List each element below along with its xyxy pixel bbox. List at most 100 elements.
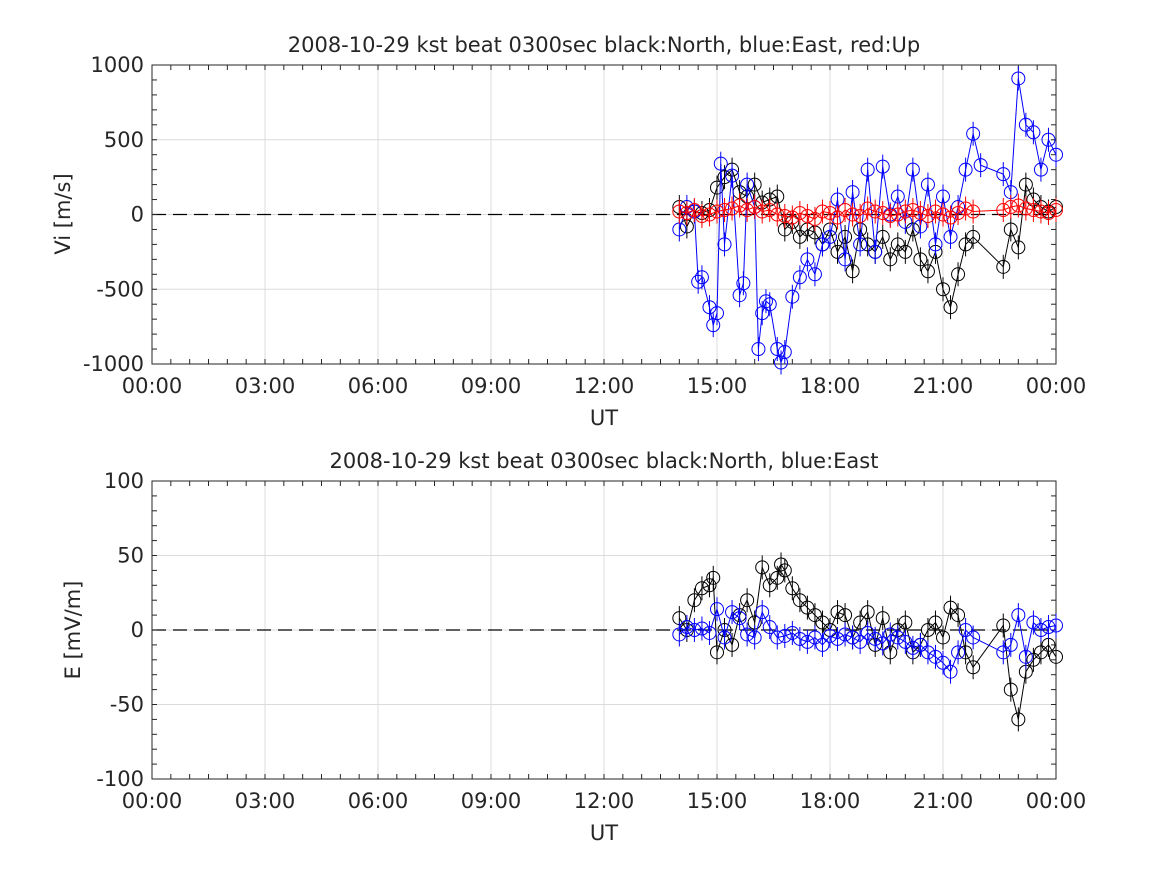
x-tick-label: 15:00 (687, 789, 748, 813)
data-point (710, 306, 724, 321)
data-point (815, 615, 830, 630)
data-point (920, 264, 935, 279)
data-point (845, 207, 860, 222)
data-point (1033, 623, 1048, 637)
velocity-panel: 2008-10-29 kst beat 0300sec black:North,… (51, 33, 1086, 430)
data-point (920, 645, 935, 660)
data-point (958, 237, 973, 252)
data-point (823, 628, 837, 643)
data-point (702, 578, 717, 593)
data-point (785, 210, 800, 225)
data-point (958, 201, 973, 216)
data-point (762, 620, 777, 635)
data-point (875, 206, 890, 221)
data-point (710, 204, 724, 219)
data-point (943, 210, 958, 225)
data-point (774, 355, 789, 370)
data-point (1003, 637, 1018, 652)
data-point (672, 204, 687, 219)
data-point (702, 207, 717, 222)
data-point (823, 229, 837, 244)
data-point (755, 560, 770, 575)
data-point (920, 208, 935, 223)
data-point (747, 200, 762, 215)
data-point (717, 203, 732, 218)
data-point (1011, 712, 1026, 727)
data-point (898, 204, 913, 219)
data-point (936, 282, 950, 297)
data-point (1003, 222, 1018, 237)
series-line (678, 607, 1057, 673)
data-point (966, 630, 981, 645)
data-point (800, 634, 815, 649)
data-point (951, 645, 966, 660)
y-tick-label: 500 (104, 128, 144, 152)
x-tick-label: 00:00 (122, 374, 183, 398)
data-point (807, 630, 822, 645)
y-tick-label: -1000 (83, 352, 144, 376)
x-axis-label: UT (590, 821, 618, 845)
x-axis-label: UT (590, 406, 618, 430)
y-axis-label: Vi [m/s] (51, 173, 75, 254)
data-point (694, 270, 709, 285)
y-tick-label: 100 (104, 469, 144, 493)
data-point (875, 636, 890, 651)
data-point (1049, 203, 1063, 218)
data-point (792, 229, 807, 244)
data-point (679, 620, 694, 635)
data-point (996, 645, 1011, 660)
x-tick-label: 09:00 (461, 789, 522, 813)
data-point (725, 168, 740, 183)
data-point (883, 252, 898, 267)
data-point (777, 345, 792, 360)
data-point (679, 206, 694, 221)
data-point (905, 162, 920, 177)
data-point (943, 229, 958, 244)
data-point (928, 237, 943, 252)
data-point (860, 201, 875, 216)
data-point (890, 207, 905, 222)
data-point (751, 342, 766, 357)
x-tick-label: 12:00 (574, 789, 635, 813)
data-point (913, 637, 928, 652)
data-point (807, 608, 822, 623)
x-tick-label: 12:00 (574, 374, 635, 398)
data-point (951, 206, 966, 221)
data-point (747, 630, 762, 645)
data-point (1003, 200, 1018, 215)
data-point (710, 602, 724, 617)
data-point (687, 623, 702, 637)
y-tick-label: 1000 (91, 53, 144, 77)
data-point (936, 207, 950, 222)
data-point (898, 615, 913, 630)
x-tick-label: 21:00 (913, 374, 974, 398)
data-point (830, 631, 845, 646)
data-point (966, 660, 981, 675)
data-point (920, 623, 935, 637)
data-point (905, 222, 920, 237)
data-point (943, 664, 958, 679)
data-point (736, 276, 751, 291)
data-point (1026, 125, 1041, 140)
data-point (1011, 608, 1026, 623)
data-point (905, 640, 920, 655)
data-point (860, 162, 875, 177)
data-point (687, 593, 702, 608)
data-point (951, 608, 966, 623)
data-point (958, 623, 973, 637)
data-point (725, 637, 740, 652)
data-point (732, 198, 747, 213)
data-point (966, 126, 981, 141)
data-point (996, 167, 1011, 182)
data-point (958, 162, 973, 177)
data-point (1041, 620, 1056, 635)
y-tick-label: -50 (110, 693, 144, 717)
data-point (732, 611, 747, 626)
x-tick-label: 06:00 (348, 374, 409, 398)
x-tick-label: 18:00 (800, 374, 861, 398)
data-point (830, 210, 845, 225)
data-point (1018, 649, 1033, 664)
x-tick-label: 00:00 (1026, 789, 1087, 813)
data-point (1003, 682, 1018, 697)
data-point (868, 204, 883, 219)
